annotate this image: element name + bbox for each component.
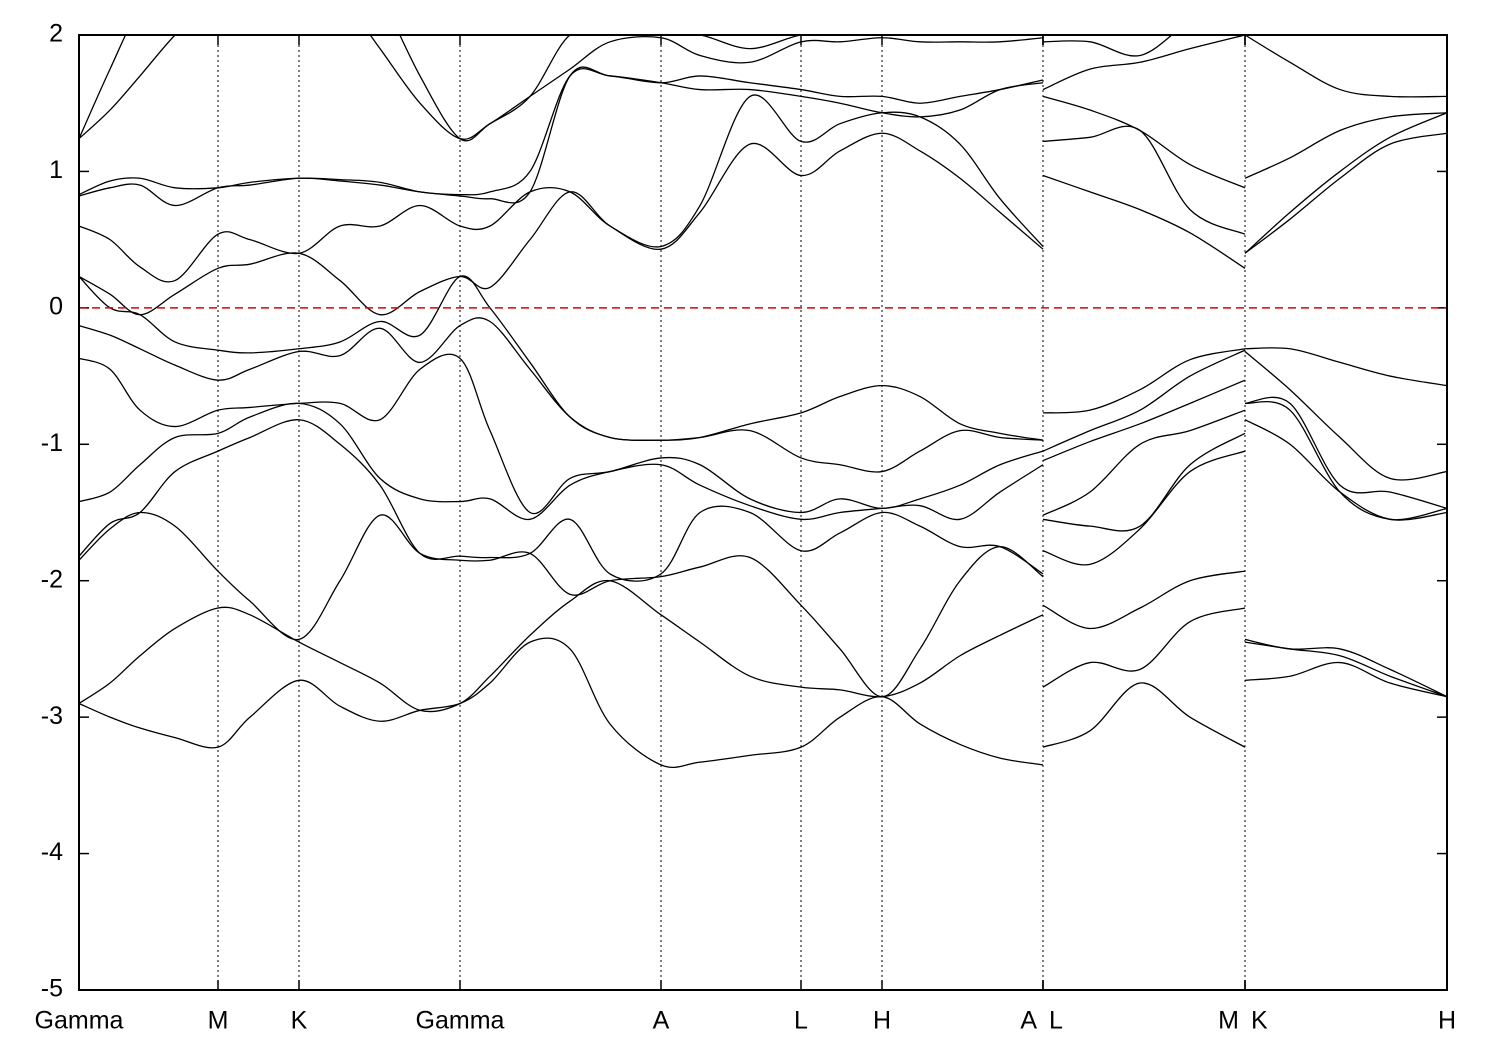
band	[1042, 348, 1246, 414]
y-tick-label: -1	[41, 429, 63, 457]
band	[79, 353, 1044, 515]
y-tick-label: -3	[41, 702, 63, 730]
band	[1042, 349, 1246, 452]
band	[1244, 396, 1447, 510]
y-tick-label: -4	[41, 838, 63, 866]
band	[1042, 409, 1246, 516]
band	[1042, 125, 1246, 235]
band	[79, 67, 1044, 196]
band	[1042, 379, 1246, 462]
band	[79, 419, 1044, 582]
x-tick-label: A	[1020, 1007, 1037, 1035]
band	[1042, 95, 1246, 189]
x-tick-label: A	[653, 1007, 670, 1035]
band	[1042, 682, 1246, 748]
y-tick-label: 0	[49, 292, 63, 320]
band	[79, 579, 1044, 713]
x-tick-label: L	[1049, 1007, 1063, 1035]
band	[1244, 661, 1447, 698]
band	[79, 402, 1044, 521]
bands	[79, 7, 1447, 769]
x-tick-label: K	[1251, 1007, 1268, 1035]
band	[1244, 401, 1447, 521]
band	[79, 94, 1044, 283]
band	[1244, 351, 1447, 481]
band	[79, 637, 1044, 769]
band	[1244, 112, 1447, 254]
x-tick-label: H	[1438, 1007, 1456, 1035]
band	[1042, 450, 1246, 566]
band	[79, 35, 1043, 142]
band	[79, 132, 1044, 316]
y-tick-label: -2	[41, 565, 63, 593]
band	[1244, 112, 1447, 179]
band	[1042, 35, 1246, 91]
band	[1042, 570, 1246, 630]
band	[79, 275, 1044, 441]
x-tick-label: L	[794, 1007, 808, 1035]
band	[1244, 347, 1447, 387]
band	[79, 35, 1044, 140]
y-tick-label: 1	[49, 156, 63, 184]
y-tick-label: 2	[49, 20, 63, 48]
band	[1244, 638, 1447, 698]
x-tick-label: Gamma	[416, 1007, 505, 1035]
band	[79, 66, 1044, 207]
band	[1244, 132, 1447, 254]
band	[1244, 419, 1447, 521]
band	[1042, 174, 1246, 269]
x-tick-label: K	[291, 1007, 308, 1035]
band	[1244, 35, 1447, 98]
plot-frame	[78, 34, 1448, 991]
x-tick-label: Gamma	[35, 1007, 124, 1035]
band	[1042, 432, 1246, 532]
band	[79, 511, 1044, 698]
band	[1042, 607, 1246, 688]
band	[1245, 7, 1447, 22]
x-tick-label: M	[1218, 1007, 1239, 1035]
band	[1042, 35, 1173, 57]
y-tick-label: -5	[41, 975, 63, 1003]
x-tick-label: H	[873, 1007, 891, 1035]
x-tick-label: M	[208, 1007, 229, 1035]
